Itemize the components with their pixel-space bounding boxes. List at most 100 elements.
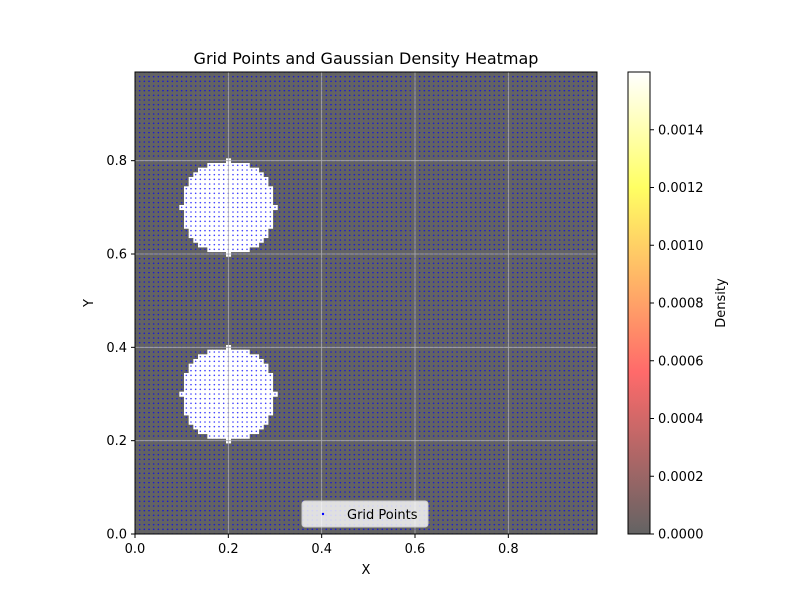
grid-point (222, 131, 225, 134)
grid-point (264, 411, 267, 414)
grid-point (232, 523, 234, 526)
grid-point (190, 295, 192, 297)
grid-point (297, 173, 300, 176)
grid-point (138, 239, 141, 241)
grid-point (143, 108, 146, 111)
grid-point (143, 229, 146, 232)
grid-point (274, 80, 276, 83)
grid-point (264, 281, 267, 283)
grid-point (162, 267, 164, 269)
grid-point (283, 290, 286, 293)
grid-point (255, 379, 258, 381)
grid-point (232, 262, 234, 265)
grid-point (204, 99, 206, 101)
grid-point (180, 407, 183, 409)
grid-point (162, 402, 164, 405)
grid-point (325, 397, 328, 400)
grid-point (148, 472, 150, 475)
grid-point (292, 365, 295, 367)
grid-point (199, 248, 202, 251)
grid-point (325, 313, 328, 316)
grid-point (250, 491, 253, 493)
grid-point (255, 327, 258, 330)
grid-point (325, 337, 328, 339)
grid-point (288, 295, 290, 297)
grid-point (232, 528, 234, 531)
grid-point (166, 267, 169, 269)
grid-point (288, 509, 290, 512)
grid-point (143, 486, 146, 489)
grid-point (162, 206, 164, 209)
grid-point (246, 75, 248, 78)
grid-point (246, 393, 248, 395)
grid-point (162, 295, 164, 297)
grid-point (162, 407, 164, 409)
grid-point (316, 295, 318, 297)
grid-point (213, 141, 216, 143)
grid-point (162, 169, 164, 171)
grid-point (176, 430, 178, 433)
grid-point (274, 374, 276, 377)
grid-point (306, 467, 309, 470)
grid-point (264, 407, 267, 409)
grid-point (269, 183, 272, 185)
grid-point (264, 173, 267, 176)
grid-point (162, 197, 164, 199)
grid-point (297, 313, 300, 316)
grid-point (236, 523, 239, 526)
grid-point (171, 192, 174, 195)
grid-point (278, 285, 281, 288)
grid-point (222, 495, 225, 498)
grid-point (246, 416, 248, 419)
grid-point (176, 103, 178, 106)
grid-point (311, 122, 314, 125)
grid-point (138, 365, 141, 367)
grid-point (190, 299, 192, 302)
grid-point (176, 374, 178, 377)
grid-point (204, 430, 206, 433)
grid-point (297, 178, 300, 181)
grid-point (269, 402, 272, 405)
grid-point (208, 206, 211, 209)
grid-point (213, 313, 216, 316)
grid-point (334, 267, 337, 269)
grid-point (222, 122, 225, 125)
grid-point (152, 500, 155, 503)
grid-point (316, 85, 318, 87)
grid-point (246, 108, 248, 111)
grid-point (269, 141, 272, 143)
grid-point (260, 229, 262, 232)
grid-point (232, 397, 234, 400)
grid-point (330, 75, 332, 78)
grid-point (311, 103, 314, 106)
grid-point (218, 407, 220, 409)
grid-point (236, 290, 239, 293)
grid-point (241, 453, 244, 456)
grid-point (306, 495, 309, 498)
grid-point (325, 435, 328, 437)
grid-point (190, 509, 192, 512)
grid-point (166, 486, 169, 489)
grid-point (143, 421, 146, 423)
grid-point (208, 472, 211, 475)
grid-point (311, 243, 314, 246)
grid-point (190, 360, 192, 363)
grid-point (306, 449, 309, 451)
grid-point (218, 523, 220, 526)
grid-point (325, 187, 328, 190)
grid-point (236, 117, 239, 120)
grid-point (138, 318, 141, 321)
grid-point (330, 271, 332, 274)
grid-point (246, 225, 248, 227)
grid-point (264, 486, 267, 489)
grid-point (190, 225, 192, 227)
grid-point (185, 75, 188, 78)
grid-point (325, 290, 328, 293)
grid-point (194, 155, 197, 157)
grid-point (152, 113, 155, 115)
grid-point (138, 369, 141, 372)
grid-point (180, 500, 183, 503)
grid-point (306, 201, 309, 204)
grid-point (264, 337, 267, 339)
grid-point (292, 379, 295, 381)
